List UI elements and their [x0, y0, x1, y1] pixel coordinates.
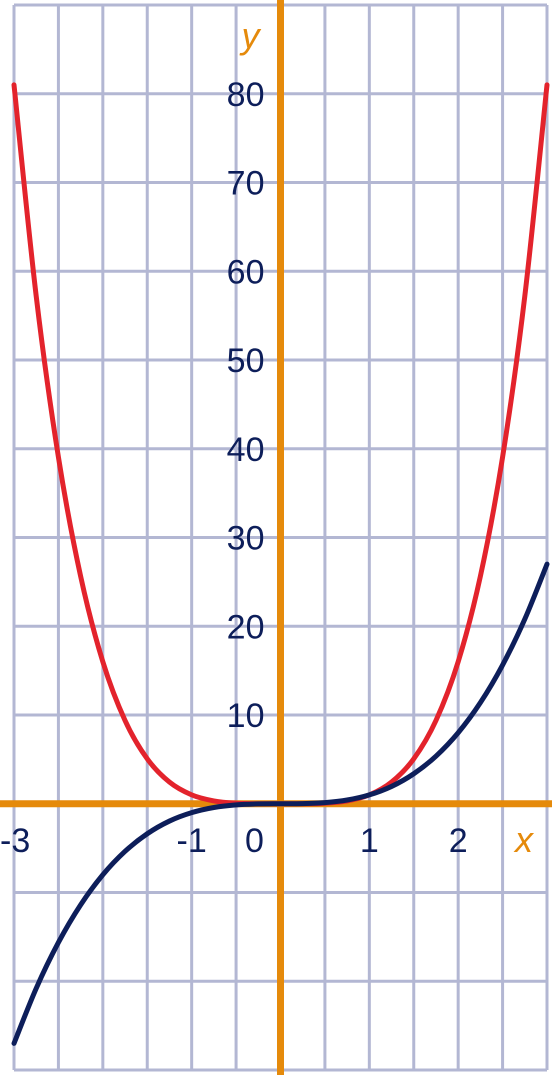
y-tick-label: 80 [227, 76, 265, 114]
tick-labels: -3 -1 0 1 2 10 20 30 40 50 60 70 80 [0, 76, 468, 860]
y-tick-label: 60 [227, 253, 265, 291]
x-tick-label: 1 [360, 822, 379, 860]
y-axis-label: y [239, 15, 262, 56]
y-tick-label: 40 [227, 431, 265, 469]
series-line-2 [11, 561, 550, 1046]
x-tick-label: 2 [449, 822, 468, 860]
y-tick-label: 70 [227, 165, 265, 203]
x-tick-label: -1 [177, 822, 207, 860]
x-axis-label: x [513, 819, 535, 860]
y-tick-label: 10 [227, 697, 265, 735]
x-tick-label: 0 [245, 822, 264, 860]
y-tick-label: 30 [227, 520, 265, 558]
series-group [11, 82, 550, 1046]
y-tick-label: 20 [227, 608, 265, 646]
x-tick-label: -3 [0, 822, 30, 860]
y-tick-label: 50 [227, 342, 265, 380]
